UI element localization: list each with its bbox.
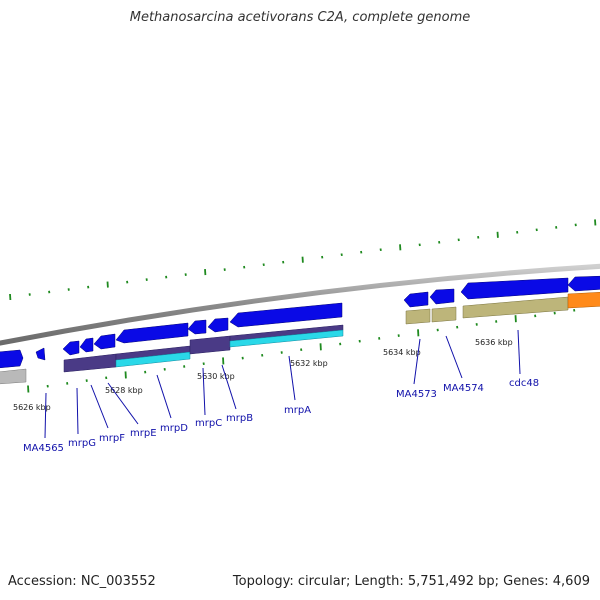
map-title: Methanosarcina acetivorans C2A, complete… [129, 10, 471, 25]
cds-arrow[interactable] [460, 277, 569, 300]
ruler-ticks [9, 219, 597, 393]
ruler-label: 5636 kbp [475, 338, 513, 347]
gene-label-mrpg[interactable]: mrpG [68, 438, 96, 449]
ruler-labels: 5626 kbp 5628 kbp 5630 kbp 5632 kbp 5634… [13, 338, 513, 412]
gene-leader-lines [44, 329, 521, 439]
cds-arrow[interactable] [35, 347, 46, 361]
cds-arrow[interactable] [429, 288, 455, 305]
purple-feature[interactable] [189, 335, 231, 355]
gene-labels: MA4565 mrpG mrpF mrpE mrpD mrpC mrpB mrp… [23, 378, 539, 454]
ruler-label: 5626 kbp [13, 403, 51, 412]
gene-label-ma4565[interactable]: MA4565 [23, 443, 64, 454]
cds-arrow[interactable] [93, 333, 116, 350]
cds-arrow[interactable] [207, 317, 229, 333]
genome-backbone [0, 263, 600, 346]
cds-arrow[interactable] [229, 302, 343, 328]
topology-summary-text: Topology: circular; Length: 5,751,492 bp… [232, 574, 590, 589]
cds-arrow[interactable] [62, 340, 80, 356]
gene-label-mrpd[interactable]: mrpD [160, 423, 188, 434]
cds-arrow[interactable] [115, 322, 189, 344]
gene-label-cdc48[interactable]: cdc48 [509, 378, 539, 389]
ruler-label: 5630 kbp [197, 372, 235, 381]
orange-feature[interactable] [567, 292, 600, 309]
gene-label-ma4573[interactable]: MA4573 [396, 389, 437, 400]
gene-label-mrpe[interactable]: mrpE [130, 428, 157, 439]
cyan-feature[interactable] [115, 351, 191, 368]
gene-label-mrpa[interactable]: mrpA [284, 405, 311, 416]
cds-arrow[interactable] [403, 291, 429, 308]
cds-arrow[interactable] [0, 349, 24, 369]
cyan-feature[interactable] [229, 329, 344, 348]
ruler-label: 5628 kbp [105, 386, 143, 395]
ruler-label: 5634 kbp [383, 348, 421, 357]
gene-label-mrpb[interactable]: mrpB [226, 413, 253, 424]
khaki-feature[interactable] [462, 296, 569, 319]
khaki-feature[interactable] [431, 306, 457, 323]
forward-cds-track [0, 275, 600, 369]
purple-feature[interactable] [63, 353, 117, 373]
ruler-label: 5632 kbp [290, 359, 328, 368]
gene-label-mrpf[interactable]: mrpF [99, 433, 125, 444]
cds-arrow[interactable] [79, 337, 94, 353]
accession-text: Accession: NC_003552 [8, 574, 156, 589]
gene-label-mrpc[interactable]: mrpC [195, 418, 222, 429]
khaki-feature[interactable] [405, 308, 431, 325]
inner-feature-track [0, 292, 600, 385]
cds-arrow[interactable] [567, 275, 600, 292]
gene-label-ma4574[interactable]: MA4574 [443, 383, 484, 394]
gray-feature[interactable] [0, 368, 27, 385]
cds-arrow[interactable] [187, 319, 207, 335]
